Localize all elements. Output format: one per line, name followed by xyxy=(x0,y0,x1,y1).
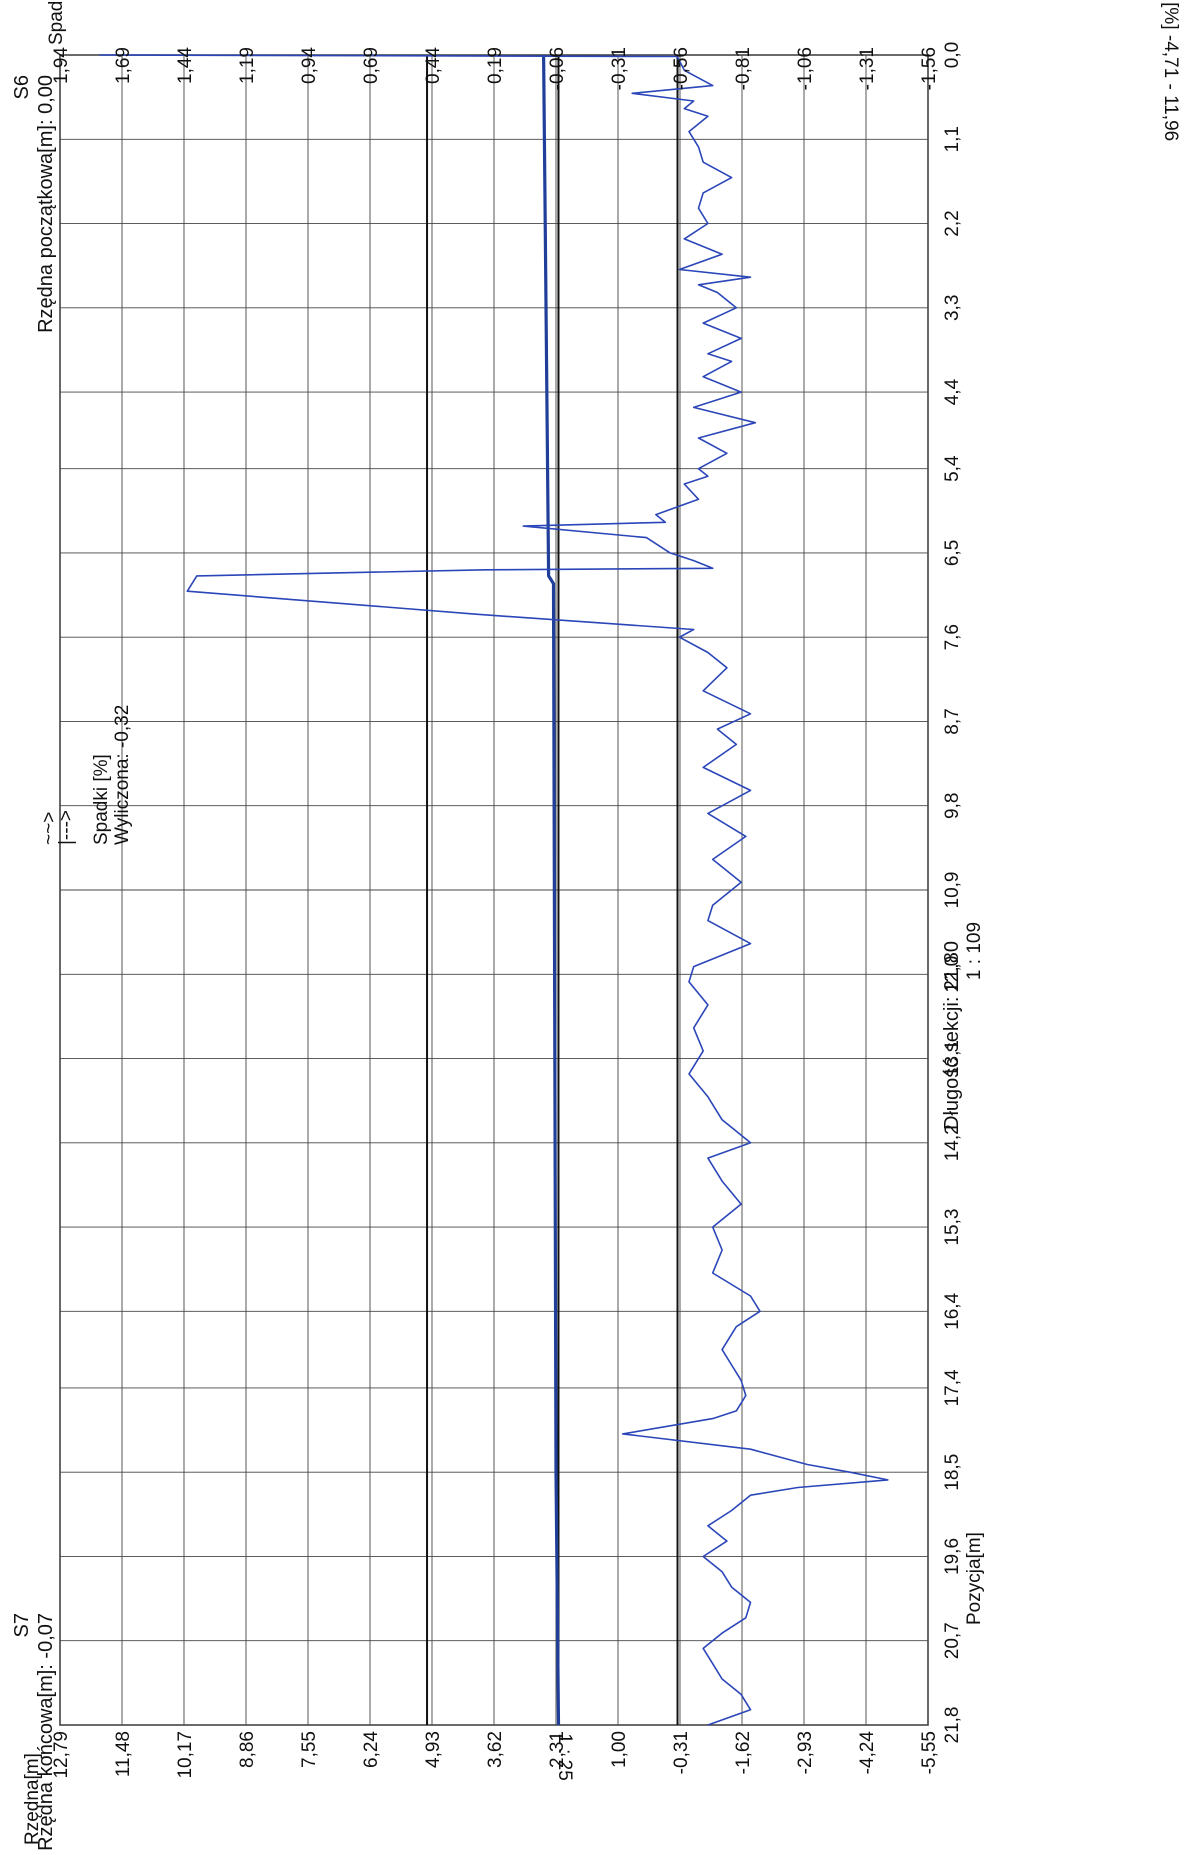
slope-label: Spadki [%] xyxy=(91,754,112,845)
position-tick-label-17: 18,5 xyxy=(942,1454,963,1491)
grid xyxy=(59,54,929,1726)
rzedna-tick-label-7: 0,19 xyxy=(485,47,506,84)
position-tick-label-15: 16,4 xyxy=(942,1292,963,1329)
position-tick-label-11: 12,0 xyxy=(942,956,963,993)
rzedna-tick-label-1: -1,31 xyxy=(857,47,878,90)
spadki-tick-label-11: 8,86 xyxy=(237,1731,258,1768)
rzedna-tick-label-12: 1,44 xyxy=(175,47,196,84)
position-tick-labels: 0,0 1,1 2,2 3,3 4,4 5,4 6,5 7,6 8,7 9,8 10,9 12,0 13… xyxy=(942,42,963,1744)
start-ordinate-label: Rzędna początkowa[m]: 0,00 xyxy=(35,75,57,333)
start-node-label: S6 xyxy=(11,75,33,99)
spadki-tick-label-0: -5,55 xyxy=(919,1731,940,1774)
position-tick-label-2: 2,2 xyxy=(942,210,963,236)
direction-arrow: ~~> xyxy=(39,812,60,845)
slope-computed: Wyliczona: -0,32 xyxy=(112,705,133,845)
rzedna-tick-label-9: 0,69 xyxy=(361,47,382,84)
spadki-tick-label-13: 11,48 xyxy=(113,1731,134,1777)
spadki-axis-title-right: Spadki [%] xyxy=(46,0,67,45)
rzedna-tick-label-13: 1,69 xyxy=(113,47,134,84)
end-node-label: S7 xyxy=(11,1613,33,1637)
horizontal-scale: 1 : 109 xyxy=(964,922,985,980)
position-tick-label-1: 1,1 xyxy=(942,126,963,152)
position-tick-label-0: 0,0 xyxy=(942,42,963,68)
position-tick-label-13: 14,2 xyxy=(942,1124,963,1161)
position-tick-label-6: 6,5 xyxy=(942,540,963,566)
spadki-tick-label-10: 7,55 xyxy=(299,1731,320,1768)
position-tick-label-16: 17,4 xyxy=(942,1369,963,1406)
spadki-tick-label-6: 2,31 xyxy=(547,1731,568,1768)
slopes-line xyxy=(99,54,889,1726)
rzedna-tick-label-0: -1,56 xyxy=(919,47,940,90)
profile-line xyxy=(542,54,561,1726)
position-tick-label-9: 9,8 xyxy=(942,793,963,819)
position-tick-label-7: 7,6 xyxy=(942,624,963,650)
section-length-label: Długość sekcji: 21,80 xyxy=(941,941,963,1130)
spadki-tick-label-1: -4,24 xyxy=(857,1731,878,1775)
reference-lines xyxy=(426,55,679,1725)
spadki-tick-label-9: 6,24 xyxy=(361,1731,382,1768)
spadki-tick-label-4: -0,31 xyxy=(671,1731,692,1774)
position-tick-label-19: 20,7 xyxy=(942,1622,963,1659)
position-tick-label-8: 8,7 xyxy=(942,708,963,734)
spadki-tick-label-8: 4,93 xyxy=(423,1731,444,1768)
spadki-tick-label-5: 1,00 xyxy=(609,1731,630,1768)
spadki-tick-labels: -5,55 -4,24 -2,93 -1,62 -0,31 1,00 2,31 3,62 4,9… xyxy=(51,1731,940,1779)
position-tick-label-3: 3,3 xyxy=(942,295,963,321)
spadki-tick-label-14: 12,79 xyxy=(51,1731,72,1779)
rzedna-tick-label-6: -0,06 xyxy=(547,47,568,90)
position-tick-label-14: 15,3 xyxy=(942,1209,963,1246)
rzedna-tick-label-14: 1,94 xyxy=(51,47,72,84)
spadki-range-label: Spadki [%] -4,71 - 11,96 xyxy=(1160,0,1181,141)
series-lines xyxy=(99,54,889,1726)
rzedna-tick-label-4: -0,56 xyxy=(671,47,692,90)
rzedna-axis-label: Rzędna[m] xyxy=(22,1753,43,1845)
position-tick-label-12: 13,1 xyxy=(942,1040,963,1077)
spadki-tick-label-2: -2,93 xyxy=(795,1731,816,1774)
spadki-tick-label-12: 10,17 xyxy=(175,1731,196,1779)
rzedna-tick-label-8: 0,44 xyxy=(423,47,444,84)
rzedna-tick-label-10: 0,94 xyxy=(299,47,320,84)
position-tick-label-18: 19,6 xyxy=(942,1538,963,1575)
rzedna-tick-label-2: -1,06 xyxy=(795,47,816,90)
spadki-tick-label-3: -1,62 xyxy=(733,1731,754,1774)
spadki-tick-label-7: 3,62 xyxy=(485,1731,506,1768)
rzedna-tick-label-3: -0,81 xyxy=(733,47,754,90)
rzedna-tick-label-5: -0,31 xyxy=(609,47,630,90)
plot-area: 0,0 1,1 2,2 3,3 4,4 5,4 6,5 7,6 8,7 9,8 10,9 12,0 13… xyxy=(11,0,985,1851)
direction-arrow-2: |---> xyxy=(56,810,77,845)
position-tick-label-5: 5,4 xyxy=(942,455,963,482)
position-axis-label: Pozycja[m] xyxy=(964,1532,985,1625)
position-tick-label-10: 10,9 xyxy=(942,872,963,909)
rzedna-tick-labels: -1,56 -1,31 -1,06 -0,81 -0,56 -0,31 -0,06 0,19 0… xyxy=(51,47,940,91)
rzedna-tick-label-11: 1,19 xyxy=(237,47,258,84)
position-tick-label-4: 4,4 xyxy=(942,378,963,405)
position-tick-label-20: 21,8 xyxy=(942,1707,963,1744)
vertical-scale: 1 : 25 xyxy=(554,1733,575,1781)
end-ordinate-label: Rzędna końcowa[m]: -0,07 xyxy=(35,1613,57,1851)
